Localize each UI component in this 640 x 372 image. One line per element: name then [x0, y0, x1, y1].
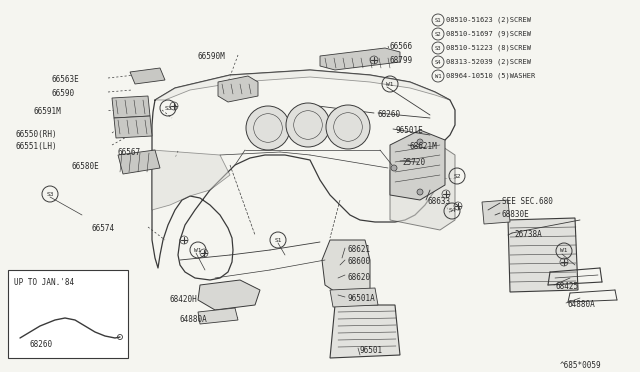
- Text: S4: S4: [435, 60, 441, 64]
- Text: 68420H: 68420H: [170, 295, 198, 304]
- Text: S3: S3: [46, 192, 54, 196]
- Polygon shape: [218, 76, 258, 102]
- Text: SEE SEC.680: SEE SEC.680: [502, 197, 553, 206]
- Text: 66550(RH): 66550(RH): [16, 130, 58, 139]
- Circle shape: [391, 165, 397, 171]
- Text: 68621M: 68621M: [410, 142, 438, 151]
- Text: 96501E: 96501E: [395, 126, 423, 135]
- Polygon shape: [330, 288, 378, 307]
- Circle shape: [417, 189, 423, 195]
- Text: ^685*0059: ^685*0059: [560, 361, 602, 370]
- Circle shape: [326, 105, 370, 149]
- Polygon shape: [114, 116, 152, 138]
- Text: UP TO JAN.'84: UP TO JAN.'84: [14, 278, 74, 287]
- Polygon shape: [155, 70, 450, 100]
- Polygon shape: [152, 150, 230, 210]
- Text: 68260: 68260: [378, 110, 401, 119]
- Circle shape: [286, 103, 330, 147]
- Text: 66590M: 66590M: [198, 52, 226, 61]
- Polygon shape: [118, 150, 160, 174]
- Text: 68600: 68600: [347, 257, 370, 266]
- Text: 68425: 68425: [556, 282, 579, 291]
- Text: S3: S3: [435, 45, 441, 51]
- Circle shape: [417, 139, 423, 145]
- Text: 96501A: 96501A: [347, 294, 375, 303]
- Text: 96501: 96501: [360, 346, 383, 355]
- Text: S2: S2: [435, 32, 441, 36]
- Text: 66566: 66566: [390, 42, 413, 51]
- Text: W1: W1: [560, 248, 568, 253]
- Bar: [8, 270, 128, 358]
- Polygon shape: [508, 218, 578, 292]
- Text: 68799: 68799: [390, 56, 413, 65]
- Text: 26738A: 26738A: [514, 230, 541, 239]
- Circle shape: [246, 106, 290, 150]
- Text: 66590: 66590: [52, 89, 75, 98]
- Text: S3: S3: [164, 106, 172, 110]
- Polygon shape: [320, 48, 400, 70]
- Text: W1: W1: [435, 74, 441, 78]
- Text: 66591M: 66591M: [34, 107, 61, 116]
- Polygon shape: [390, 145, 455, 230]
- Text: S2: S2: [453, 173, 461, 179]
- Polygon shape: [322, 240, 370, 295]
- Text: 68830E: 68830E: [502, 210, 530, 219]
- Text: 08510-51223 (8)SCREW: 08510-51223 (8)SCREW: [446, 45, 531, 51]
- Polygon shape: [130, 68, 165, 84]
- Text: S1: S1: [275, 237, 282, 243]
- Polygon shape: [198, 308, 238, 324]
- Text: 68260: 68260: [30, 340, 53, 349]
- Polygon shape: [390, 130, 445, 200]
- Text: 66567: 66567: [118, 148, 141, 157]
- Text: 66551(LH): 66551(LH): [16, 142, 58, 151]
- Text: 66574: 66574: [92, 224, 115, 233]
- Text: 68621: 68621: [347, 245, 370, 254]
- Polygon shape: [330, 305, 400, 358]
- Text: W1: W1: [387, 81, 394, 87]
- Text: 66580E: 66580E: [72, 162, 100, 171]
- Polygon shape: [482, 200, 510, 224]
- Text: 64880A: 64880A: [568, 300, 596, 309]
- Text: S1: S1: [435, 17, 441, 22]
- Text: 68620: 68620: [347, 273, 370, 282]
- Text: 25720: 25720: [402, 158, 425, 167]
- Text: 66563E: 66563E: [52, 75, 80, 84]
- Text: 64880A: 64880A: [180, 315, 208, 324]
- Text: 08313-52039 (2)SCREW: 08313-52039 (2)SCREW: [446, 59, 531, 65]
- Polygon shape: [198, 280, 260, 310]
- Text: 08510-51623 (2)SCREW: 08510-51623 (2)SCREW: [446, 17, 531, 23]
- Text: 68633: 68633: [428, 197, 451, 206]
- Text: W1: W1: [195, 247, 202, 253]
- Text: 08510-51697 (9)SCREW: 08510-51697 (9)SCREW: [446, 31, 531, 37]
- Text: 08964-10510 (5)WASHER: 08964-10510 (5)WASHER: [446, 73, 535, 79]
- Polygon shape: [112, 96, 150, 118]
- Text: S4: S4: [448, 208, 456, 214]
